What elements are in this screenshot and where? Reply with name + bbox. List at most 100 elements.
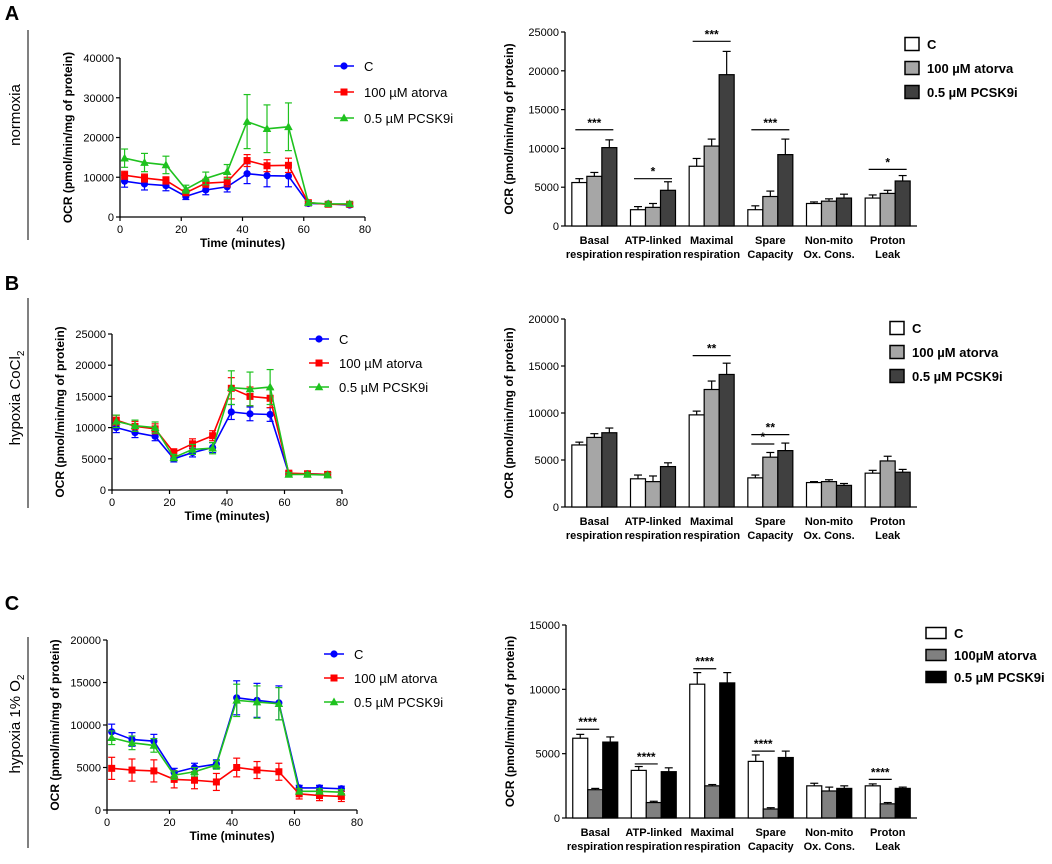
data-point (303, 469, 312, 478)
category-label: Ox. Cons. (804, 841, 855, 853)
legend-marker (330, 650, 338, 658)
data-point (208, 443, 217, 452)
category-label: Maximal (691, 827, 734, 839)
data-point (274, 699, 284, 708)
bar (879, 192, 896, 227)
series-2 (112, 368, 332, 479)
category-label: respiration (625, 530, 682, 542)
bar (835, 484, 853, 508)
y-tick-label: 15000 (75, 391, 106, 403)
bar (806, 785, 823, 819)
y-tick-label: 10000 (528, 408, 559, 420)
y-axis-title: OCR (pmol/min/mg of protein) (48, 639, 62, 810)
bar (587, 789, 604, 819)
bar-legend: C 100 µM atorva 0.5 µM PCSK9i (889, 320, 1003, 384)
legend-label: C (339, 332, 348, 347)
legend-marker (314, 382, 324, 391)
category-label: Proton (870, 235, 906, 247)
data-point (127, 738, 137, 747)
bar-legend: C 100 µM atorva 0.5 µM PCSK9i (904, 36, 1018, 100)
category-label: Ox. Cons. (803, 249, 854, 261)
category-label: Non-mito (805, 235, 854, 247)
bar (572, 737, 589, 819)
y-tick-label: 20000 (75, 360, 106, 372)
series-line (124, 159, 350, 206)
bar (864, 197, 881, 227)
legend-swatch (889, 368, 905, 384)
condition-subscript: 2 (16, 674, 27, 680)
bar (644, 206, 662, 227)
category-label: Basal (580, 516, 609, 528)
bar (894, 471, 911, 508)
bar (820, 200, 838, 227)
data-point (316, 792, 323, 800)
data-point (284, 469, 294, 478)
bar (805, 481, 823, 508)
y-tick-label: 20000 (528, 66, 559, 78)
data-point (304, 198, 313, 206)
x-tick-label: 0 (104, 817, 110, 829)
x-tick-label: 60 (298, 224, 310, 236)
legend-label: C (954, 626, 964, 641)
y-tick-label: 10000 (70, 720, 101, 732)
data-point (263, 162, 271, 170)
data-point (112, 416, 121, 425)
y-tick-label: 20000 (83, 133, 114, 145)
bar (718, 373, 735, 508)
data-point (243, 157, 251, 165)
panel-letter: B (5, 273, 19, 295)
bar (894, 787, 911, 819)
y-tick-label: 0 (553, 502, 559, 514)
data-point (201, 173, 211, 182)
data-point (232, 695, 241, 704)
data-point (266, 410, 274, 419)
x-axis-title: Time (minutes) (200, 236, 285, 250)
bar (704, 785, 721, 819)
data-point (181, 184, 191, 193)
series-line (111, 699, 342, 793)
bar (630, 769, 647, 819)
category-label: Leak (875, 530, 901, 542)
bar (762, 808, 779, 819)
legend-label: 0.5 µM PCSK9i (364, 111, 453, 126)
data-point (265, 382, 275, 391)
line-legend: C 100 µM atorva 0.5 µM PCSK9i (324, 647, 443, 710)
category-label: Ox. Cons. (803, 530, 854, 542)
category-label: respiration (566, 530, 623, 542)
data-point (262, 124, 272, 133)
category-group: Proton Leak (864, 455, 911, 542)
bar-chart-c: 0 5000 10000 15000 OCR (pmol/min/mg of prote… (503, 620, 1045, 853)
category-group: Basal respiration (567, 733, 624, 853)
data-point (294, 786, 304, 795)
x-tick-label: 40 (221, 497, 233, 509)
bar (689, 683, 706, 819)
category-label: Maximal (690, 235, 733, 247)
significance-label: *** (587, 116, 601, 130)
bar (777, 756, 794, 819)
y-tick-label: 5000 (77, 763, 101, 775)
bar-chart-b: 0 5000 10000 15000 20000 OCR (pmol/min/mg of … (502, 314, 1003, 542)
y-tick-label: 10000 (528, 143, 559, 155)
legend-marker (340, 62, 348, 70)
series-2 (107, 683, 346, 796)
y-tick-label: 5000 (536, 749, 560, 761)
legend-swatch (904, 60, 920, 76)
bar (586, 175, 603, 227)
bar (660, 771, 677, 819)
bar (601, 432, 618, 508)
series-line (116, 411, 328, 476)
data-point (253, 766, 261, 774)
category-label: Non-mito (805, 827, 854, 839)
category-label: Non-mito (805, 516, 854, 528)
legend-marker (330, 674, 338, 682)
condition-label: hypoxia CoCl2 (7, 350, 27, 445)
line-chart-b: 0 5000 10000 15000 20000 25000 0 20 40 60 80 Time (… (53, 326, 428, 523)
y-tick-label: 0 (95, 805, 101, 817)
category-group: Maximal respiration (683, 362, 740, 542)
condition-text: hypoxia 1% O (7, 680, 24, 773)
panel-letter: C (5, 593, 19, 615)
panel-letter: A (5, 3, 19, 25)
line-legend: C 100 µM atorva 0.5 µM PCSK9i (309, 332, 428, 395)
